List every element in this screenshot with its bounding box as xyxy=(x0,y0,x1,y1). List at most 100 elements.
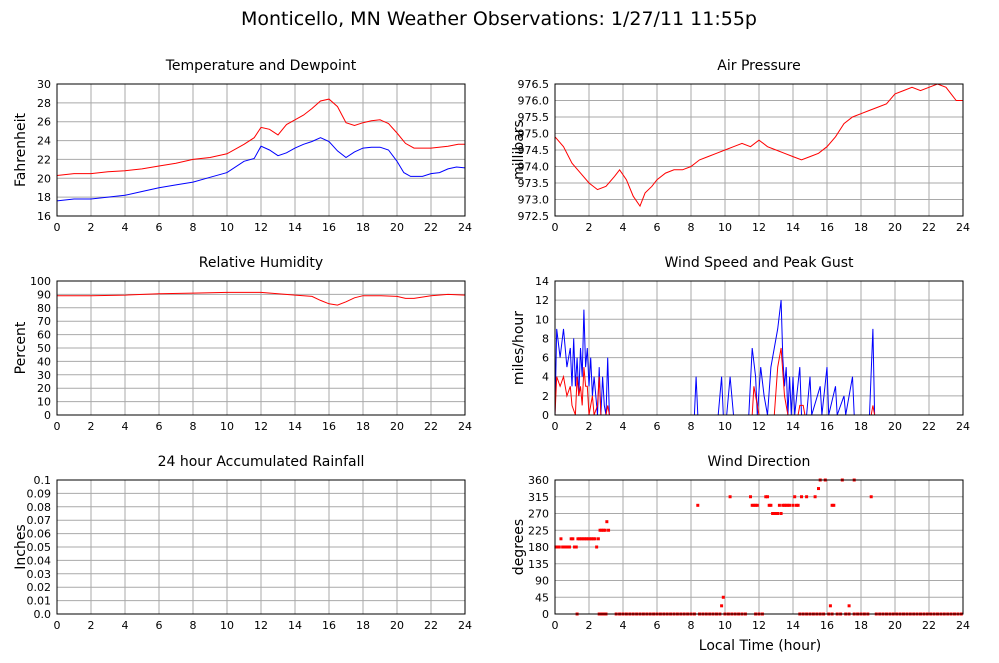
humidity-x-tick-label: 12 xyxy=(254,420,268,433)
pressure-x-tick-label: 6 xyxy=(654,221,661,234)
humidity-y-tick-label: 100 xyxy=(30,275,51,288)
temp-x-tick-label: 24 xyxy=(458,221,472,234)
wind-x-tick-label: 8 xyxy=(688,420,695,433)
rain-y-tick-label: 0.05 xyxy=(27,541,52,554)
humidity-x-tick-label: 2 xyxy=(88,420,95,433)
rain-y-tick-label: 0.0 xyxy=(34,608,52,621)
direction-point xyxy=(588,537,592,541)
direction-y-tick-label: 315 xyxy=(528,491,549,504)
direction-point xyxy=(720,604,724,608)
direction-point xyxy=(696,503,700,507)
direction-y-tick-label: 45 xyxy=(535,591,549,604)
wind-title: Wind Speed and Peak Gust xyxy=(665,255,854,271)
direction-point xyxy=(556,545,560,549)
direction-point xyxy=(786,503,790,507)
wind-x-tick-label: 6 xyxy=(654,420,661,433)
temp-plot-frame xyxy=(56,83,466,217)
direction-point xyxy=(813,495,817,499)
direction-point xyxy=(749,495,752,499)
rain-y-tick-label: 0.06 xyxy=(27,528,52,541)
direction-point xyxy=(721,595,725,599)
pressure-x-tick-label: 0 xyxy=(552,221,559,234)
pressure-x-tick-label: 12 xyxy=(752,221,766,234)
direction-x-tick-label: 22 xyxy=(922,619,936,632)
direction-point xyxy=(566,545,570,549)
rain-x-tick-label: 24 xyxy=(458,619,472,632)
direction-x-tick-label: 18 xyxy=(854,619,868,632)
humidity-y-tick-label: 60 xyxy=(37,329,51,342)
pressure-y-tick-label: 976.5 xyxy=(518,78,550,91)
temp-y-tick-label: 26 xyxy=(37,116,51,129)
direction-point xyxy=(591,537,595,541)
temp-title: Temperature and Dewpoint xyxy=(165,58,357,74)
direction-point xyxy=(788,503,792,507)
direction-y-tick-label: 180 xyxy=(528,541,549,554)
direction-x-tick-label: 4 xyxy=(620,619,627,632)
direction-x-tick-label: 0 xyxy=(552,619,559,632)
temp-y-tick-label: 16 xyxy=(37,210,51,223)
direction-x-tick-label: 14 xyxy=(786,619,800,632)
temp-y-tick-label: 20 xyxy=(37,172,51,185)
humidity-x-tick-label: 4 xyxy=(122,420,129,433)
direction-y-tick-label: 270 xyxy=(528,508,549,521)
pressure-y-tick-label: 973.5 xyxy=(518,177,550,190)
wind-y-tick-label: 6 xyxy=(542,352,549,365)
direction-x-tick-label: 10 xyxy=(718,619,732,632)
rain-y-tick-label: 0.1 xyxy=(34,474,52,487)
direction-x-tick-label: 16 xyxy=(820,619,834,632)
direction-point xyxy=(571,537,575,541)
direction-y-axis-label: degrees xyxy=(511,519,527,575)
rain-x-tick-label: 4 xyxy=(122,619,129,632)
direction-y-tick-label: 360 xyxy=(528,474,549,487)
direction-point xyxy=(600,528,604,532)
wind-x-tick-label: 2 xyxy=(586,420,593,433)
direction-point xyxy=(581,537,585,541)
wind-y-tick-label: 10 xyxy=(535,313,549,326)
pressure-y-axis-label: millibars xyxy=(511,120,527,180)
direction-point xyxy=(579,537,583,541)
pressure-title: Air Pressure xyxy=(717,58,800,74)
humidity-series-line-0 xyxy=(57,291,466,306)
temp-x-tick-label: 14 xyxy=(288,221,302,234)
wind-x-tick-label: 24 xyxy=(956,420,970,433)
direction-point xyxy=(830,503,834,507)
direction-point xyxy=(771,512,775,515)
direction-point xyxy=(596,537,600,541)
wind-y-tick-label: 2 xyxy=(542,390,549,403)
wind-y-tick-label: 12 xyxy=(535,294,549,307)
humidity-y-tick-label: 90 xyxy=(37,288,51,301)
direction-point xyxy=(769,503,773,507)
wind-x-tick-label: 16 xyxy=(820,420,834,433)
rain-x-tick-label: 12 xyxy=(254,619,268,632)
pressure-x-tick-label: 16 xyxy=(820,221,834,234)
temp-x-tick-label: 0 xyxy=(54,221,61,234)
direction-point xyxy=(562,545,566,549)
direction-point xyxy=(774,512,778,515)
direction-point xyxy=(601,528,605,532)
direction-point xyxy=(595,545,599,549)
direction-plot-frame xyxy=(554,479,964,615)
direction-point xyxy=(828,604,832,608)
direction-point xyxy=(607,528,611,532)
humidity-x-tick-label: 20 xyxy=(390,420,404,433)
humidity-y-tick-label: 20 xyxy=(37,382,51,395)
pressure-y-tick-label: 976.0 xyxy=(518,95,550,108)
direction-point xyxy=(576,537,580,541)
humidity-x-tick-label: 6 xyxy=(156,420,163,433)
temp-x-tick-label: 10 xyxy=(220,221,234,234)
direction-point xyxy=(767,503,771,507)
direction-point xyxy=(752,503,756,507)
humidity-x-tick-label: 14 xyxy=(288,420,302,433)
direction-point xyxy=(583,537,587,541)
pressure-x-tick-label: 14 xyxy=(786,221,800,234)
rain-x-tick-label: 10 xyxy=(220,619,234,632)
humidity-plot-frame xyxy=(56,280,466,416)
rain-y-tick-label: 0.04 xyxy=(27,554,52,567)
direction-y-tick-label: 0 xyxy=(542,608,549,621)
direction-point xyxy=(554,545,558,549)
temp-series-line-0 xyxy=(56,98,465,176)
rain-y-tick-label: 0.02 xyxy=(27,581,52,594)
temp-x-tick-label: 20 xyxy=(390,221,404,234)
direction-point xyxy=(578,537,582,541)
direction-point xyxy=(796,503,800,507)
